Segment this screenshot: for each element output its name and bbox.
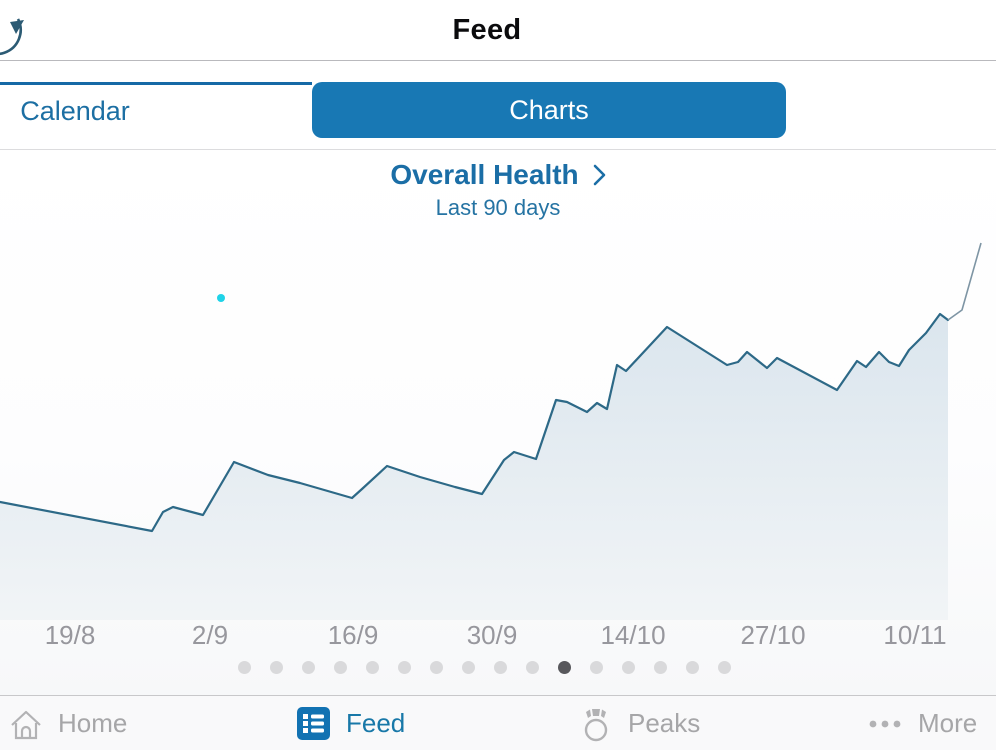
tab-calendar[interactable]: Calendar: [0, 82, 312, 138]
page-title: Feed: [452, 14, 522, 46]
x-tick-label: 14/10: [600, 620, 666, 650]
page-dot[interactable]: [654, 661, 667, 674]
x-tick-label: 30/9: [466, 620, 518, 650]
feed-list-icon: [297, 707, 330, 740]
divider: [0, 149, 996, 150]
page-dot[interactable]: [302, 661, 315, 674]
page-dot[interactable]: [238, 661, 251, 674]
page-dot[interactable]: [590, 661, 603, 674]
chart-header[interactable]: Overall Health Last 90 days: [0, 158, 996, 221]
chart-subtitle: Last 90 days: [435, 195, 561, 220]
bottom-tab-bar: Home Feed: [0, 695, 996, 750]
tab-more-label: More: [918, 708, 978, 738]
page-dot[interactable]: [462, 661, 475, 674]
tab-charts[interactable]: Charts: [312, 82, 786, 138]
tab-peaks-label: Peaks: [628, 708, 701, 738]
health-chart-canvas[interactable]: [0, 150, 996, 620]
x-tick-label: 19/8: [44, 620, 96, 650]
sync-refresh-icon[interactable]: [0, 2, 24, 62]
tab-feed-label: Feed: [346, 708, 406, 738]
tab-more[interactable]: More: [868, 696, 977, 750]
tab-peaks[interactable]: Peaks: [578, 696, 700, 750]
top-nav-bar: Feed: [0, 0, 996, 61]
page-dots[interactable]: [238, 661, 731, 675]
x-tick-label: 27/10: [740, 620, 806, 650]
page-dot[interactable]: [270, 661, 283, 674]
page-dot[interactable]: [526, 661, 539, 674]
ring-icon: [578, 705, 614, 743]
x-tick-label: 16/9: [327, 620, 379, 650]
page-dot-active[interactable]: [558, 661, 571, 674]
tab-home-label: Home: [58, 708, 128, 738]
chevron-right-icon: [593, 160, 606, 194]
ellipsis-icon: [868, 718, 902, 730]
home-icon: [8, 706, 44, 742]
segmented-control: Calendar Charts: [0, 82, 996, 138]
tab-feed[interactable]: Feed: [297, 696, 405, 750]
x-tick-label: 2/9: [191, 620, 229, 650]
page-dot[interactable]: [398, 661, 411, 674]
page-dot[interactable]: [718, 661, 731, 674]
page-dot[interactable]: [622, 661, 635, 674]
page-dot[interactable]: [494, 661, 507, 674]
page-dot[interactable]: [366, 661, 379, 674]
page-dot[interactable]: [334, 661, 347, 674]
tab-home[interactable]: Home: [8, 696, 127, 750]
page-dot[interactable]: [430, 661, 443, 674]
x-tick-label: 10/11: [883, 620, 947, 650]
page-dot[interactable]: [686, 661, 699, 674]
charts-panel: Overall Health Last 90 days 19/8 2/9 16/9 3…: [0, 150, 996, 695]
chart-title[interactable]: Overall Health: [390, 159, 579, 190]
x-axis-labels: 19/8 2/9 16/9 30/9 14/10 27/10 10/11: [0, 620, 996, 656]
